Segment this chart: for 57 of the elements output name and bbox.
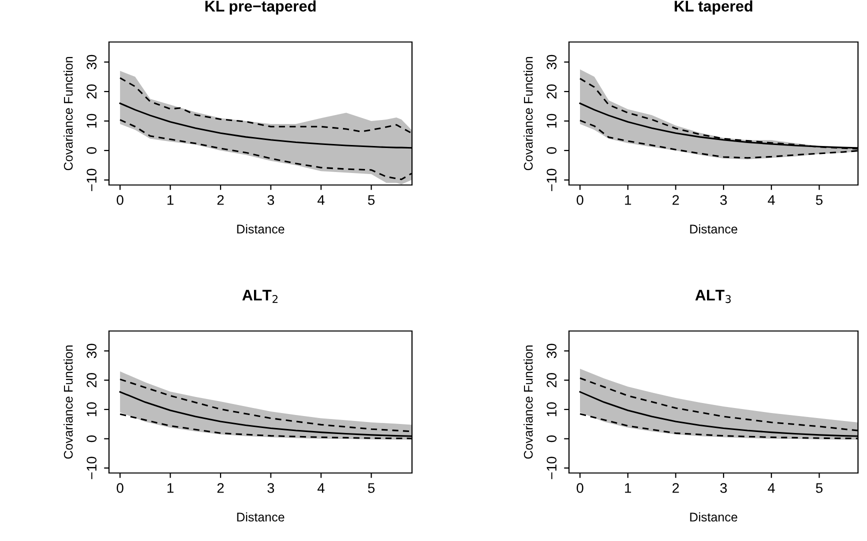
y-tick-label: 30 [86, 344, 97, 358]
x-tick-label: 4 [768, 195, 775, 205]
y-axis-title: Covariance Function [524, 56, 533, 170]
y-tick-label: 0 [86, 147, 97, 154]
y-tick-label: 0 [546, 147, 557, 154]
y-tick-label: −10 [546, 456, 557, 480]
x-tick-label: 1 [168, 195, 174, 205]
x-tick-label: 5 [816, 195, 823, 205]
x-tick-label: 1 [625, 195, 632, 205]
y-axis-title: Covariance Function [64, 56, 73, 170]
x-tick-label: 1 [168, 483, 174, 493]
x-tick-label: 1 [625, 483, 632, 493]
y-tick-label: 20 [86, 84, 97, 99]
y-tick-label: 0 [86, 435, 97, 442]
x-tick-label: 4 [768, 483, 775, 493]
y-tick-label: 30 [546, 54, 557, 70]
x-tick-label: 0 [576, 195, 584, 205]
y-axis-title: Covariance Function [64, 345, 73, 459]
y-tick-label: 10 [546, 402, 557, 416]
x-tick-label: 0 [116, 195, 124, 205]
x-tick-label: 2 [217, 195, 224, 205]
y-tick-label: 30 [546, 344, 557, 358]
y-tick-label: −10 [86, 168, 97, 192]
y-axis-title: Covariance Function [524, 345, 533, 459]
y-tick-label: 10 [86, 114, 97, 128]
x-axis-title: Distance [690, 224, 738, 234]
y-tick-label: 20 [546, 84, 557, 99]
x-tick-label: 2 [217, 483, 224, 493]
x-tick-label: 3 [267, 195, 274, 205]
x-tick-label: 2 [672, 195, 679, 205]
chart-title: ALT$_{3}$ [695, 290, 731, 304]
x-tick-label: 2 [672, 483, 679, 493]
chart-title: ALT$_{2}$ [242, 290, 278, 303]
y-tick-label: 30 [86, 54, 97, 70]
x-tick-label: 3 [720, 195, 727, 205]
x-axis-title: Distance [690, 512, 738, 522]
y-tick-label: 10 [86, 402, 97, 416]
x-tick-label: 0 [116, 483, 124, 493]
x-axis-title: Distance [237, 512, 284, 522]
x-tick-label: 0 [576, 483, 584, 493]
line-series [119, 378, 412, 432]
y-tick-label: −10 [86, 456, 97, 480]
x-tick-label: 3 [720, 483, 727, 493]
y-tick-label: 20 [86, 373, 97, 388]
chart-title: KL pre−tapered [205, 0, 316, 15]
x-tick-label: 5 [368, 195, 375, 205]
y-tick-label: −10 [546, 168, 557, 192]
x-tick-label: 5 [816, 483, 823, 493]
y-tick-label: 0 [546, 435, 557, 442]
x-axis-title: Distance [237, 224, 284, 234]
y-tick-label: 10 [546, 114, 557, 128]
y-tick-label: 20 [546, 373, 557, 388]
x-tick-label: 3 [267, 483, 274, 493]
x-tick-label: 5 [368, 483, 375, 493]
x-tick-label: 4 [318, 483, 325, 493]
chart-title: KL tapered [674, 0, 752, 15]
x-tick-label: 4 [318, 195, 325, 205]
